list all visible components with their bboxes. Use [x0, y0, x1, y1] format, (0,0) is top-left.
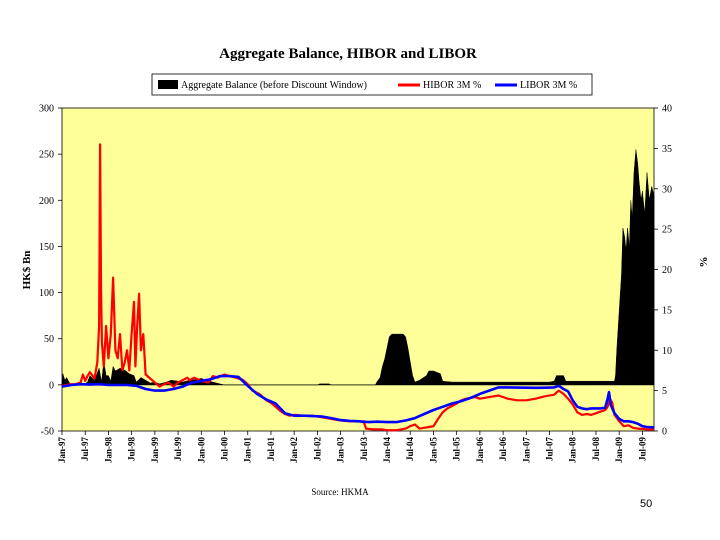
left-tick-label: 0: [49, 380, 54, 391]
left-tick-label: 50: [44, 334, 54, 345]
right-tick-label: 10: [662, 346, 672, 357]
x-tick-label: Jan-02: [289, 437, 299, 464]
x-tick-label: Jul-06: [498, 437, 508, 462]
plot-area: [61, 107, 655, 432]
left-tick-label: 250: [39, 150, 54, 161]
left-tick-label: 200: [39, 196, 54, 207]
source-note: Source: HKMA: [311, 487, 369, 497]
right-tick-label: 20: [662, 265, 672, 276]
x-tick-label: Jan-03: [336, 437, 346, 464]
x-tick-label: Jan-06: [475, 437, 485, 464]
legend-label-hibor: HIBOR 3M %: [423, 80, 481, 91]
x-tick-label: Jan-07: [521, 437, 531, 464]
x-axis-ticks: Jan-97 Jul-97 Jan-98 Jul-98 Jan-99 Jul-99 Jan-…: [57, 431, 647, 463]
x-tick-label: Jan-08: [568, 437, 578, 464]
left-tick-label: -50: [41, 427, 54, 438]
chart-title: Aggregate Balance, HIBOR and LIBOR: [219, 46, 477, 62]
right-tick-label: 25: [662, 225, 672, 236]
x-tick-label: Jul-97: [80, 437, 90, 462]
x-tick-label: Jul-00: [220, 437, 230, 462]
left-tick-label: 150: [39, 242, 54, 253]
right-tick-label: 0: [662, 427, 667, 438]
x-tick-label: Jul-04: [405, 437, 415, 462]
x-tick-label: Jul-08: [591, 437, 601, 462]
x-tick-label: Jan-97: [57, 437, 67, 464]
series-aggregate-balance-area: [61, 149, 655, 386]
x-tick-label: Jul-03: [359, 437, 369, 462]
right-tick-label: 5: [662, 386, 667, 397]
left-tick-label: 300: [39, 104, 54, 115]
legend: Aggregate Balance (before Discount Windo…: [151, 73, 593, 96]
x-tick-label: Jan-99: [150, 437, 160, 464]
x-tick-label: Jan-09: [614, 437, 624, 464]
x-tick-label: Jul-05: [452, 437, 462, 462]
y-axis-right-label: %: [698, 257, 710, 268]
right-tick-label: 15: [662, 305, 672, 316]
x-tick-label: Jan-05: [428, 437, 438, 464]
x-tick-label: Jul-01: [266, 437, 276, 462]
right-tick-label: 35: [662, 144, 672, 155]
x-tick-label: Jan-01: [243, 437, 253, 464]
x-tick-label: Jul-09: [637, 437, 647, 462]
x-tick-label: Jan-00: [196, 437, 206, 464]
right-tick-label: 40: [662, 104, 672, 115]
x-tick-label: Jul-02: [312, 437, 322, 462]
right-axis-ticks: 40 35 30 25 20 15 10 5 0: [654, 104, 672, 438]
legend-box: [151, 73, 593, 96]
legend-label-libor: LIBOR 3M %: [520, 80, 577, 91]
right-tick-label: 30: [662, 184, 672, 195]
x-tick-label: Jul-99: [173, 437, 183, 462]
y-axis-left-label: HK$ Bn: [21, 251, 33, 290]
legend-swatch-aggregate: [158, 80, 178, 89]
page-number: 50: [640, 498, 653, 510]
left-tick-label: 100: [39, 288, 54, 299]
x-tick-label: Jul-07: [545, 437, 555, 462]
x-tick-label: Jan-98: [103, 437, 113, 464]
x-tick-label: Jan-04: [382, 437, 392, 464]
legend-label-aggregate: Aggregate Balance (before Discount Windo…: [181, 80, 367, 91]
x-tick-label: Jul-98: [127, 437, 137, 462]
series-libor-line: [61, 374, 655, 429]
